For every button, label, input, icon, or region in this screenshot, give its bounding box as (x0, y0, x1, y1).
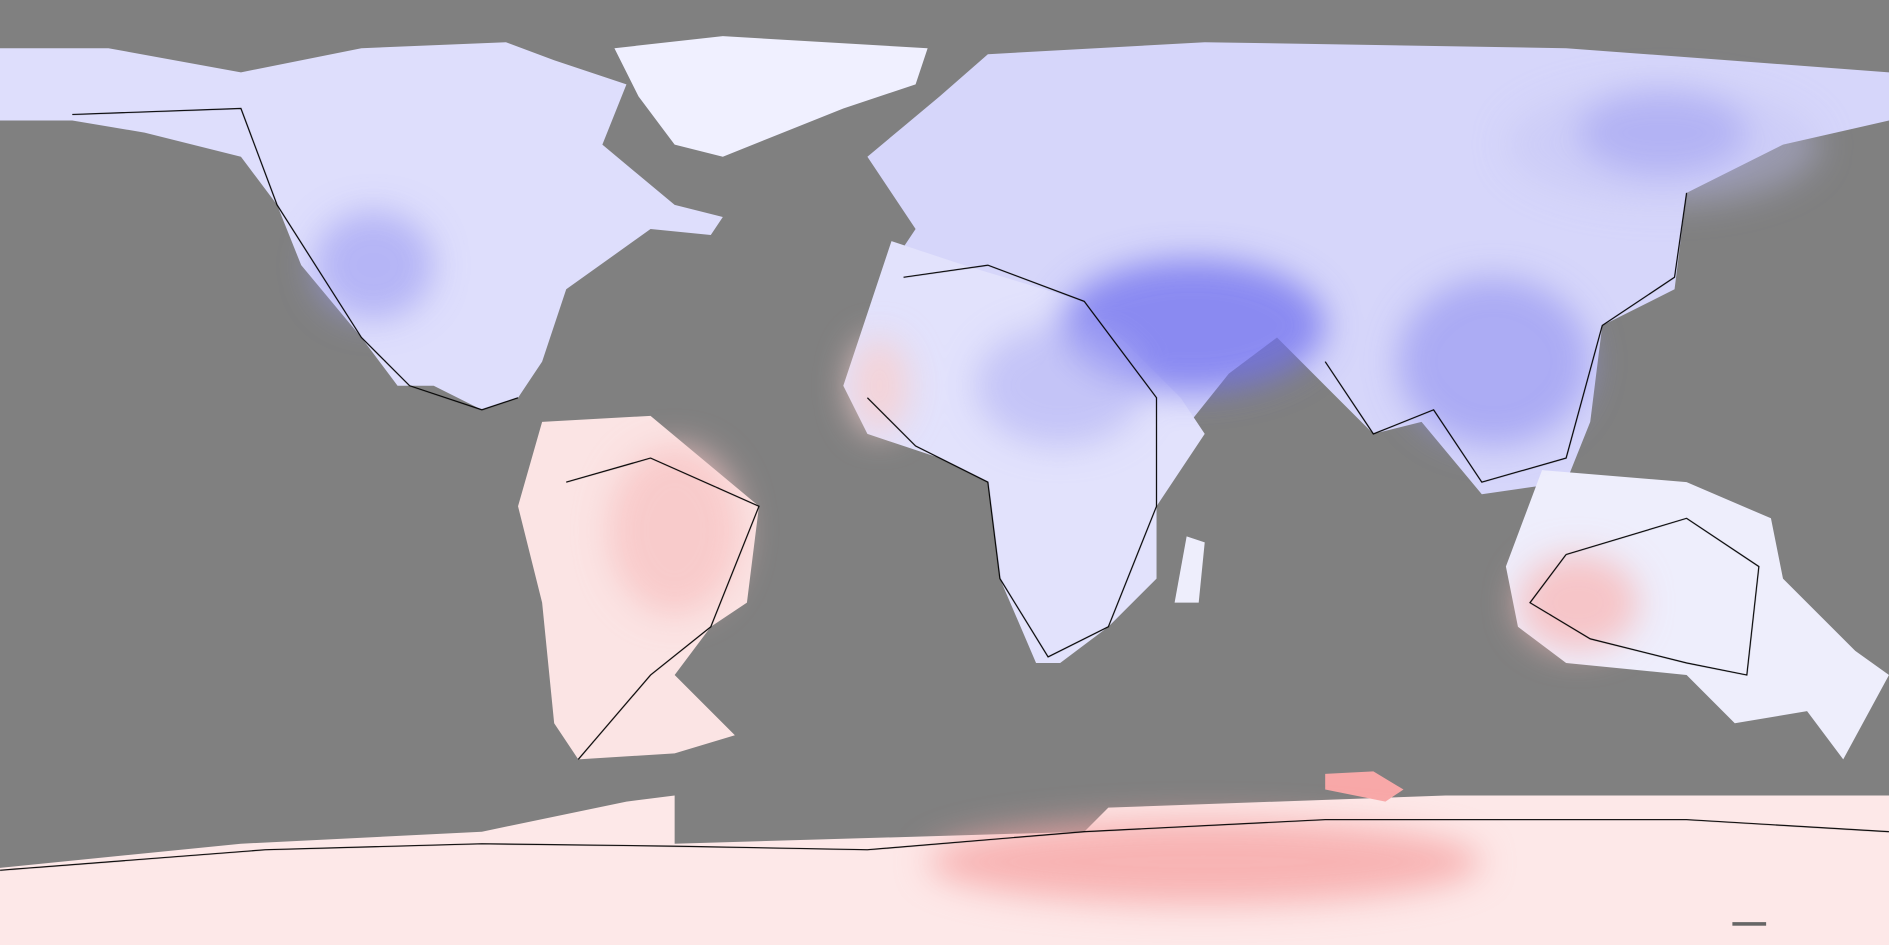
anomaly (313, 210, 434, 320)
coastline (1324, 192, 1688, 483)
coastline (566, 457, 760, 760)
shading (313, 84, 1820, 905)
anomaly (975, 325, 1145, 446)
anomaly (1505, 84, 1820, 205)
australia (1505, 470, 1889, 760)
coastline (1529, 517, 1760, 676)
coastline (0, 819, 1889, 871)
anomaly (608, 445, 741, 615)
coastline (72, 107, 519, 411)
ice-patch (1325, 771, 1404, 802)
coastline (866, 264, 1158, 658)
coastlines (0, 107, 1889, 871)
greenland (614, 36, 928, 157)
madagascar (1174, 536, 1205, 603)
anomaly (1397, 277, 1591, 446)
anomaly (849, 337, 910, 434)
anomaly (1517, 554, 1639, 651)
anomaly (927, 819, 1482, 905)
marker (1732, 922, 1767, 926)
